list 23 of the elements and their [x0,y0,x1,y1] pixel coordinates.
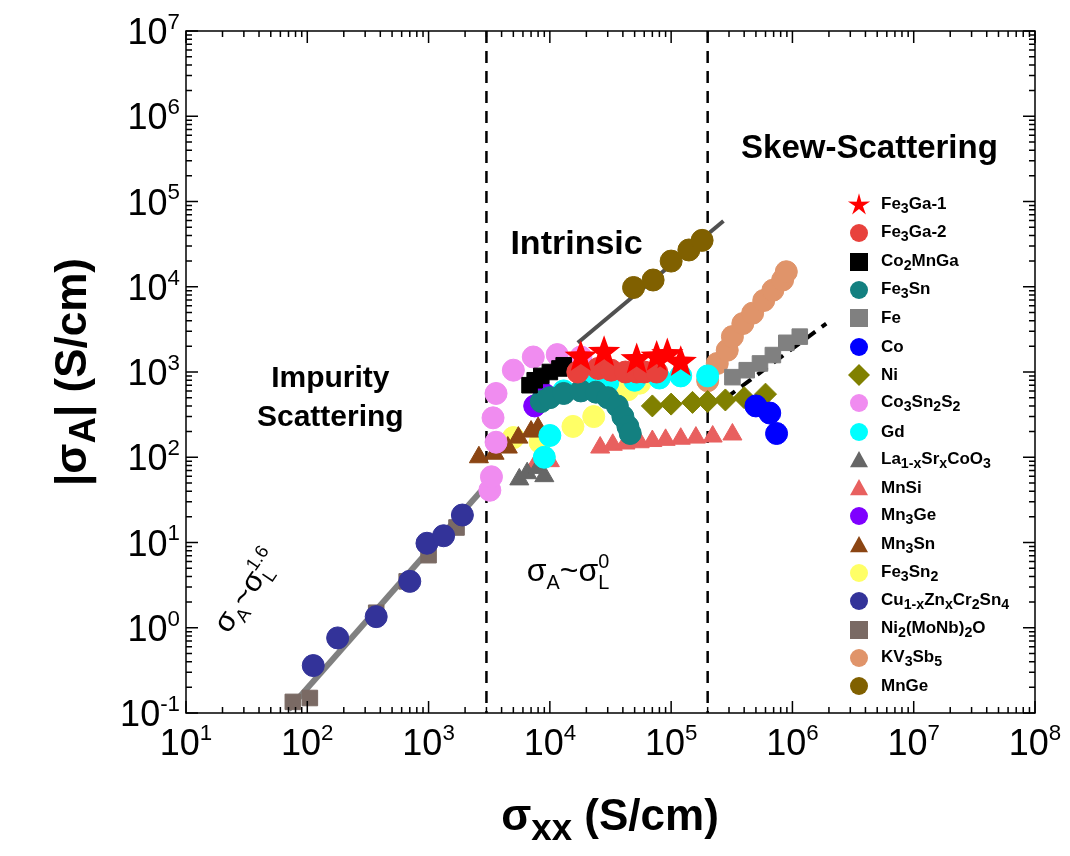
legend-label: La$_{1-x}$Sr$_{x}$CoO$_{3}$ [881,448,991,472]
legend-label: Fe$_{3}$Ga-1 [881,193,947,217]
annotation: Impurity Scattering [256,359,404,432]
legend-label: MnGe [881,676,929,697]
legend-label: Fe$_{3}$Sn [881,278,931,302]
legend-label: MnSi [881,478,922,499]
legend-label: Co$_{3}$Sn$_{2}$S$_{2}$ [881,392,961,415]
legend-label: Fe$_{3}$Sn$_{2}$ [881,561,939,585]
x-axis-title: σ$_{xx}$ (S/cm) [501,790,719,849]
legend-label: Ni [881,364,898,385]
legend-label: Ni$_{2}$(MoNb)$_{2}$O [881,618,986,641]
legend-label: Mn$_{3}$Sn [881,533,936,556]
legend-label: Fe$_{3}$Ga-2 [881,222,947,245]
annotation: σA~σL1.6 [205,541,281,638]
legend-label: Co$_{2}$MnGa [881,250,959,273]
legend-label: Mn$_{3}$Ge [881,505,937,528]
annotation: Intrinsic [510,223,643,262]
legend-label: Gd [881,421,905,442]
annotation: Skew-Scattering [741,128,998,166]
legend-label: Fe [881,308,901,329]
legend-label: KV$_{3}$Sb$_{5}$ [881,646,943,670]
legend-label: Cu$_{1-x}$Zn$_{x}$Cr$_{2}$Sn$_{4}$ [881,590,1010,613]
legend-label: Co [881,336,904,357]
